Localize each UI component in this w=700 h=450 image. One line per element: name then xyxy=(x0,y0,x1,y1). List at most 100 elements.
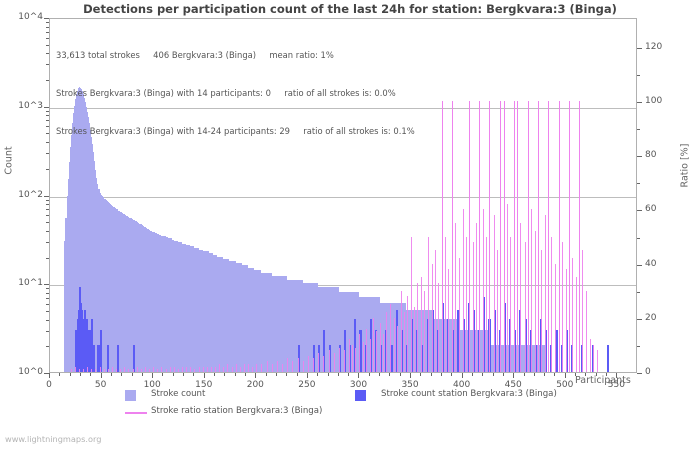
bar-stroke-count-station xyxy=(84,309,87,372)
bar-stroke-count xyxy=(416,309,422,372)
axis-tick xyxy=(44,373,49,374)
annotation-line-1: 33,613 total strokes 406 Bergkvara:3 (Bi… xyxy=(56,50,334,61)
ratio-spike xyxy=(103,369,105,372)
ratio-spike xyxy=(565,269,567,372)
bar-stroke-count xyxy=(524,345,530,372)
bar-stroke-count xyxy=(150,230,152,372)
axis-tick xyxy=(142,373,143,376)
ratio-spike xyxy=(282,363,284,372)
axis-tick xyxy=(46,288,49,289)
axis-tick xyxy=(70,373,71,376)
bar-stroke-count xyxy=(241,265,244,372)
bar-stroke-count xyxy=(84,98,86,372)
ratio-spike xyxy=(132,369,134,372)
ratio-spike xyxy=(243,363,245,372)
ratio-spike xyxy=(561,241,563,372)
bar-stroke-count xyxy=(208,252,211,372)
ratio-spike xyxy=(421,277,423,372)
bar-stroke-count-station xyxy=(93,345,96,372)
bar-stroke-count xyxy=(95,169,97,372)
ratio-spike xyxy=(551,236,553,372)
bar-stroke-count xyxy=(140,224,142,372)
bar-stroke-count xyxy=(114,208,117,372)
bar-stroke-count xyxy=(92,144,94,372)
ratio-spike xyxy=(239,366,241,372)
bar-stroke-count xyxy=(96,177,98,372)
axis-tick xyxy=(286,373,287,376)
axis-tick xyxy=(637,319,642,320)
bar-stroke-count-station xyxy=(97,345,100,372)
x-axis-tick-label: 100 xyxy=(143,380,161,390)
axis-tick xyxy=(46,242,49,243)
axis-tick xyxy=(46,169,49,170)
ratio-spike xyxy=(496,250,498,372)
y2-axis-tick-label: 120 xyxy=(645,41,663,52)
bar-stroke-count-station xyxy=(514,329,517,372)
ratio-spike xyxy=(153,366,155,372)
chart-title: Detections per participation count of th… xyxy=(83,2,617,16)
bar-stroke-count xyxy=(108,203,110,372)
axis-tick xyxy=(400,373,401,376)
axis-tick xyxy=(585,373,586,376)
ratio-spike xyxy=(493,214,495,372)
bar-stroke-count xyxy=(212,254,216,372)
x-axis-tick-label: 400 xyxy=(453,380,471,390)
bar-stroke-count xyxy=(74,99,76,372)
ratio-spike xyxy=(372,317,374,372)
x-axis-tick-label: 50 xyxy=(94,380,107,390)
y2-axis-tick-label: 100 xyxy=(645,96,663,106)
x-axis-tick-label: 350 xyxy=(401,380,419,390)
bar-stroke-count xyxy=(165,237,168,372)
ratio-spike xyxy=(455,222,457,372)
bar-stroke-count xyxy=(202,251,205,372)
bar-stroke-count-station xyxy=(607,345,610,372)
bar-stroke-count-station xyxy=(452,329,455,372)
bar-stroke-count xyxy=(338,291,344,372)
bar-stroke-count xyxy=(231,260,234,372)
axis-tick xyxy=(46,111,49,112)
x-axis-tick-label: 500 xyxy=(556,380,574,390)
legend-swatch-icon xyxy=(125,390,136,401)
axis-tick xyxy=(637,156,642,157)
axis-tick xyxy=(235,373,236,376)
bar-stroke-count xyxy=(83,94,85,372)
bar-stroke-count xyxy=(128,216,130,372)
bar-stroke-count xyxy=(100,194,102,372)
ratio-spike xyxy=(514,101,516,372)
ratio-spike xyxy=(380,323,382,372)
bar-stroke-count xyxy=(421,309,427,372)
ratio-spike xyxy=(403,312,405,372)
ratio-spike xyxy=(261,363,263,372)
bar-stroke-count xyxy=(116,208,118,372)
bar-stroke-count xyxy=(106,201,108,372)
ratio-spike xyxy=(568,101,570,372)
bar-stroke-count xyxy=(192,246,195,372)
bar-stroke-count xyxy=(221,256,224,372)
ratio-spike xyxy=(323,355,325,372)
bar-stroke-count xyxy=(136,222,138,372)
axis-tick xyxy=(503,373,504,376)
bar-stroke-count xyxy=(67,178,69,372)
bar-stroke-count xyxy=(155,232,158,372)
ratio-spike xyxy=(524,241,526,372)
ratio-spike xyxy=(596,350,598,372)
bar-stroke-count xyxy=(120,211,122,372)
ratio-spike xyxy=(369,339,371,372)
axis-tick xyxy=(59,373,60,376)
bar-stroke-count xyxy=(103,198,105,372)
bar-stroke-count xyxy=(472,329,479,372)
axis-tick xyxy=(49,373,50,378)
ratio-spike xyxy=(338,347,340,372)
bar-stroke-count xyxy=(442,318,448,372)
bar-stroke-count xyxy=(400,302,406,372)
ratio-spike xyxy=(352,344,354,372)
axis-tick xyxy=(46,64,49,65)
bar-stroke-count xyxy=(411,309,417,372)
axis-tick xyxy=(193,373,194,376)
ratio-spike xyxy=(173,366,175,372)
bar-stroke-count xyxy=(66,196,68,372)
bar-stroke-count-station xyxy=(297,345,300,372)
axis-tick xyxy=(544,373,545,376)
bar-stroke-count xyxy=(126,215,128,372)
bar-stroke-count xyxy=(99,192,101,372)
